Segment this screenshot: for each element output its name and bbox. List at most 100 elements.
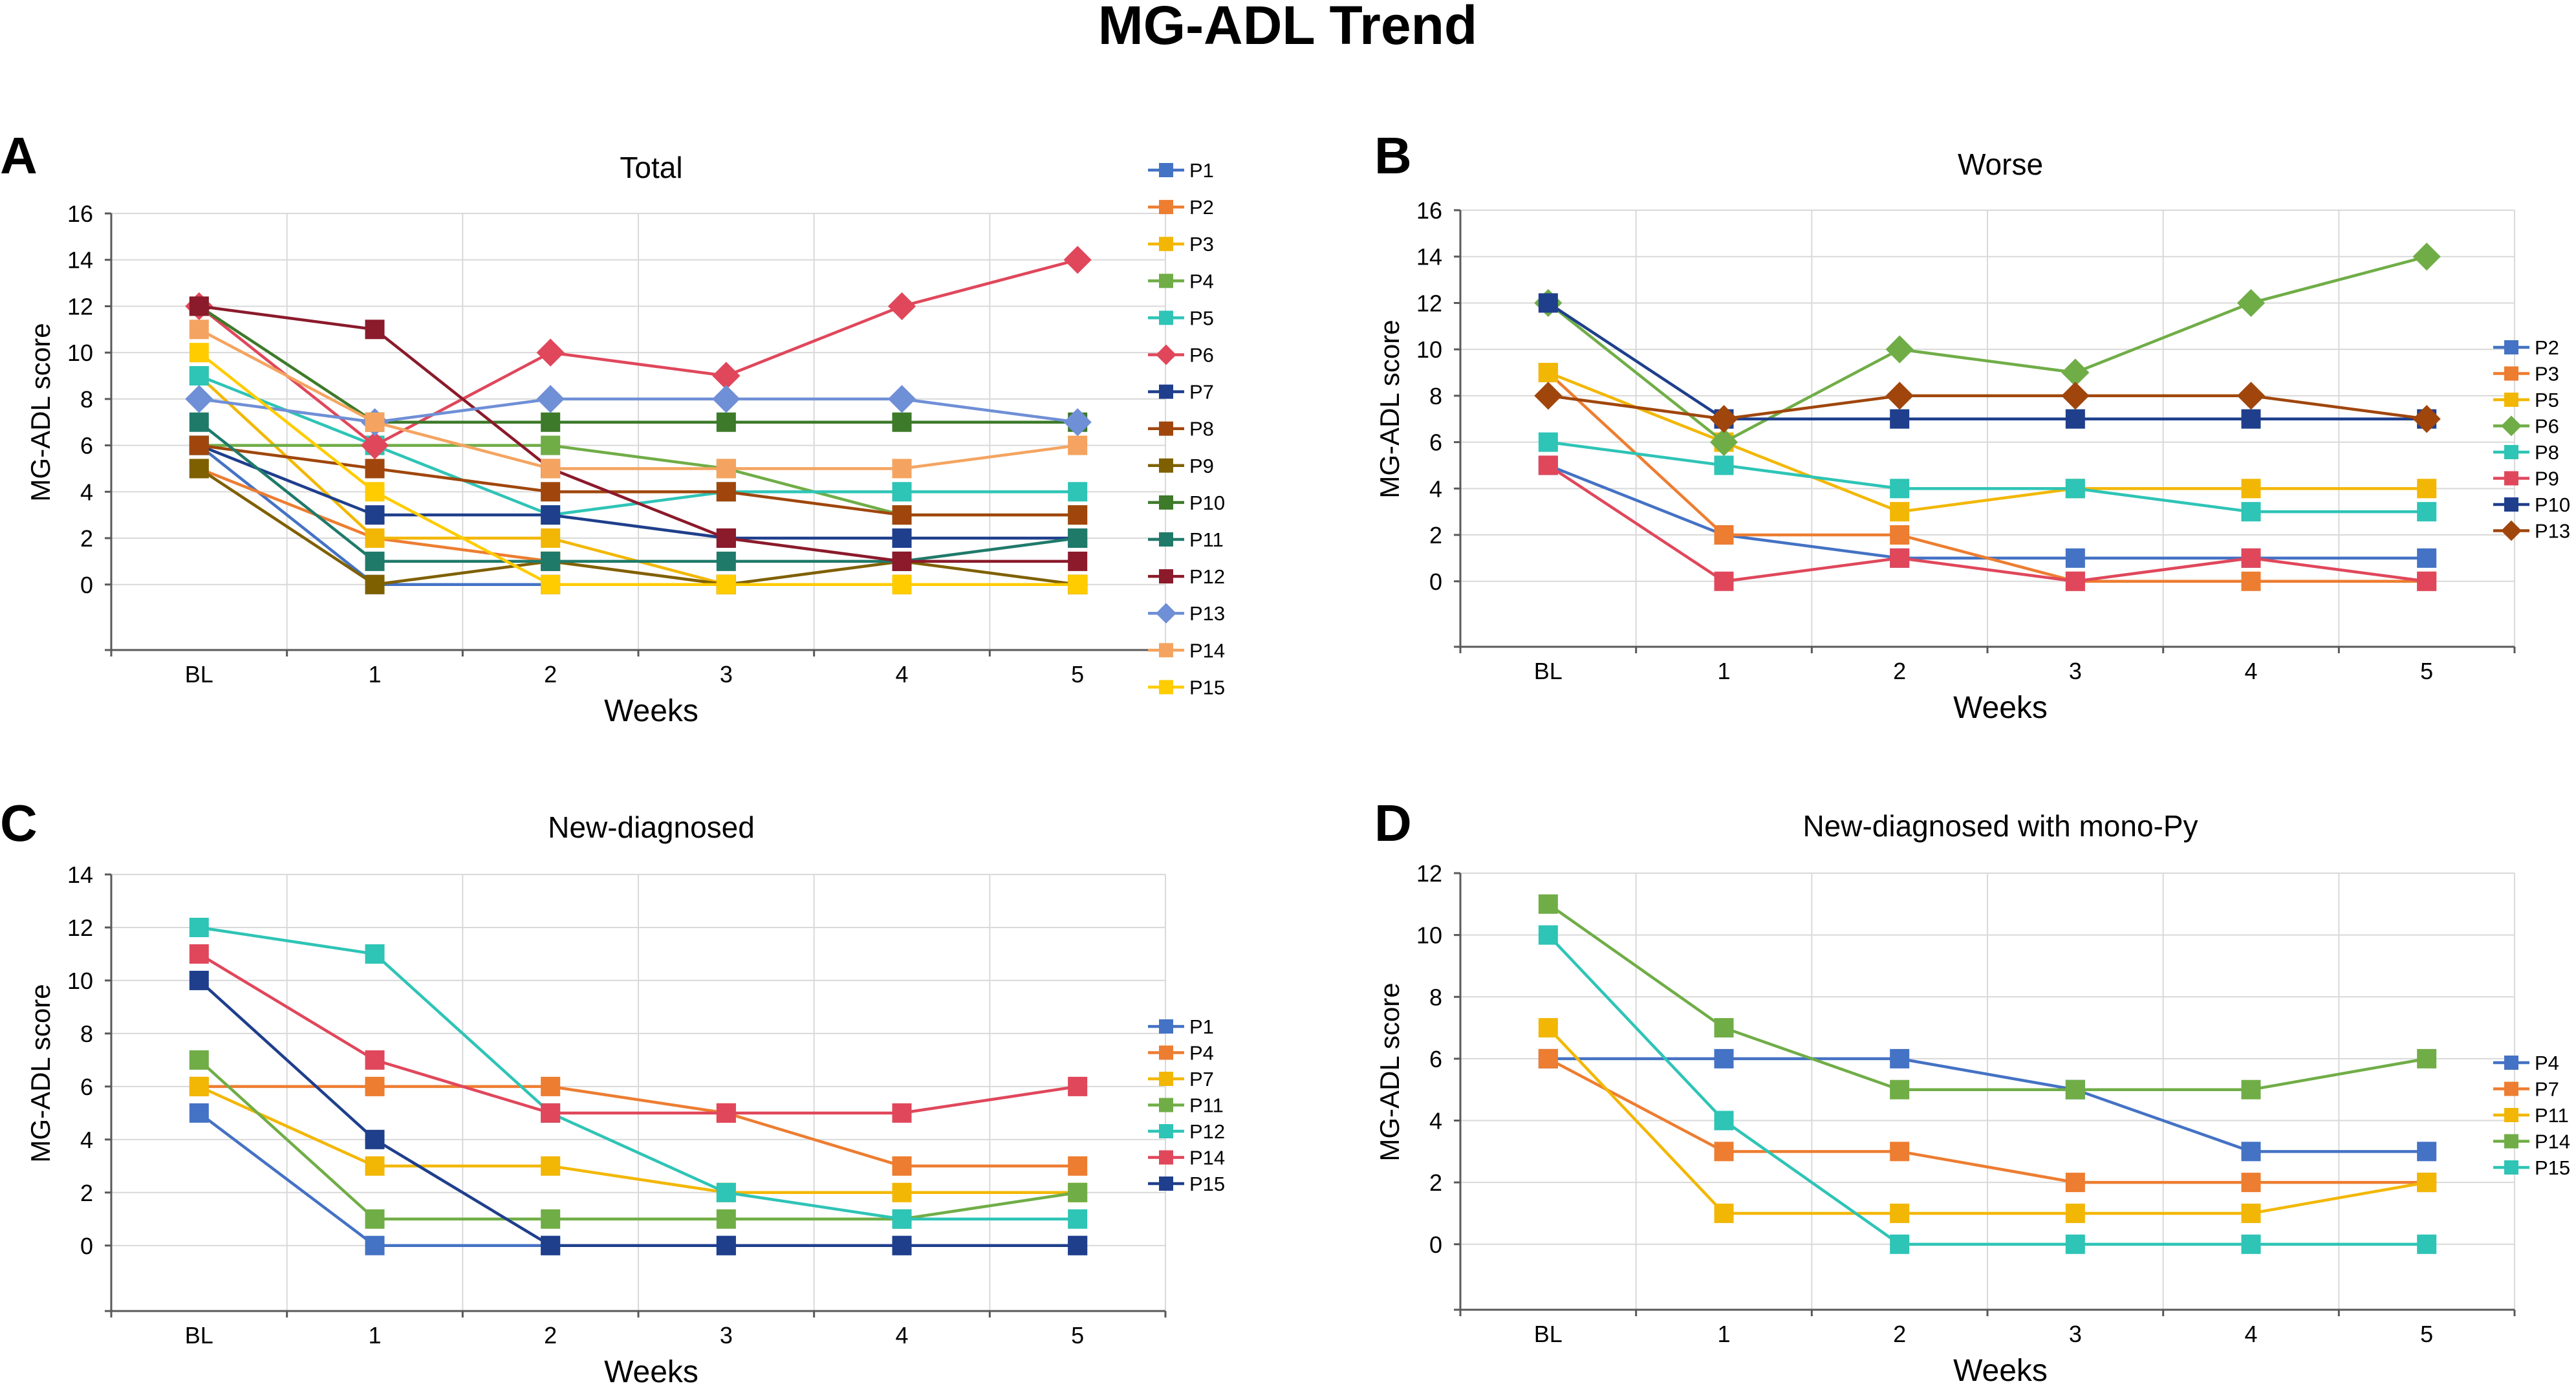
legend-label: P8 — [2535, 441, 2559, 464]
series-line-p6 — [1547, 255, 2427, 444]
series-line-p9 — [1547, 464, 2427, 583]
data-point-p9 — [365, 574, 385, 594]
x-axis-title: Weeks — [604, 694, 698, 728]
data-point-p4 — [1890, 1048, 1910, 1068]
data-point-p12 — [716, 528, 736, 548]
data-point-p11 — [541, 1209, 561, 1229]
data-point-p13 — [1709, 405, 1738, 433]
data-point-p14 — [716, 459, 736, 479]
chart-title: New-diagnosed with mono-Py — [1802, 809, 2198, 843]
x-tick-label: 5 — [1071, 1322, 1084, 1349]
legend-label: P7 — [1189, 1068, 1214, 1090]
y-tick-label: 8 — [1429, 383, 1442, 409]
y-tick-label: 8 — [80, 1021, 93, 1047]
series-line-p4 — [1548, 1057, 2427, 1153]
data-point-p8 — [365, 459, 385, 479]
data-point-p15 — [1890, 1234, 1910, 1254]
legend-label: P10 — [2535, 493, 2570, 516]
x-tick-label: 2 — [1893, 1321, 1906, 1347]
data-point-p15 — [1714, 1111, 1734, 1131]
data-point-p12 — [716, 1182, 736, 1202]
legend-label: P14 — [1189, 1147, 1225, 1169]
series-line-p14 — [198, 953, 1078, 1115]
legend-label: P2 — [1189, 196, 1214, 219]
data-point-p15 — [892, 1235, 912, 1255]
legend-marker — [2504, 366, 2518, 381]
x-tick-label: 2 — [544, 661, 557, 688]
data-point-p2 — [2065, 548, 2085, 568]
x-tick-label: BL — [185, 661, 213, 688]
data-point-p6 — [536, 338, 565, 367]
y-axis-title: MG-ADL score — [25, 323, 56, 501]
data-point-p13 — [1063, 408, 1092, 437]
legend-marker — [2504, 1081, 2518, 1096]
data-point-p15 — [716, 1235, 736, 1255]
legend-label: P11 — [2535, 1104, 2569, 1127]
data-point-p12 — [365, 944, 385, 964]
legend-marker — [1159, 1177, 1173, 1191]
data-point-p14 — [1538, 894, 1558, 914]
data-point-p15 — [716, 574, 736, 594]
data-point-p12 — [189, 296, 209, 316]
data-point-p10 — [1890, 409, 1910, 429]
y-tick-label: 14 — [1416, 244, 1442, 270]
data-point-p10 — [2065, 409, 2085, 429]
data-point-p15 — [189, 970, 209, 990]
data-point-p1 — [365, 1235, 385, 1255]
x-tick-label: 3 — [2069, 658, 2082, 684]
data-point-p9 — [1890, 548, 1910, 568]
data-point-p14 — [2241, 1079, 2261, 1100]
legend-label: P12 — [1189, 1120, 1225, 1143]
y-tick-label: 6 — [80, 433, 93, 459]
x-tick-label: BL — [185, 1322, 213, 1349]
data-point-p14 — [365, 412, 385, 432]
legend-label: P5 — [1189, 307, 1214, 329]
y-tick-label: 2 — [1429, 1169, 1442, 1196]
data-point-p8 — [541, 482, 561, 502]
data-point-p13 — [1534, 382, 1563, 410]
data-point-p12 — [365, 320, 385, 340]
data-point-p13 — [712, 385, 741, 413]
data-point-p3 — [1890, 525, 1910, 545]
data-point-p14 — [892, 1103, 912, 1123]
data-point-p6 — [887, 292, 916, 321]
data-point-p6 — [712, 362, 741, 390]
legend-marker — [2504, 1160, 2518, 1175]
data-point-p8 — [716, 482, 736, 502]
data-point-p9 — [2065, 571, 2085, 591]
data-point-p7 — [541, 505, 561, 525]
series-line-p3 — [1547, 371, 2427, 583]
data-point-p3 — [1714, 525, 1734, 545]
data-point-p10 — [541, 412, 561, 432]
y-tick-label: 6 — [1429, 1046, 1442, 1072]
x-tick-label: 5 — [2420, 658, 2433, 684]
x-tick-label: BL — [1534, 1321, 1563, 1347]
data-point-p12 — [189, 917, 209, 937]
legend-label: P4 — [1189, 1042, 1214, 1065]
y-axis-title: MG-ADL score — [1374, 320, 1405, 498]
data-point-p8 — [892, 505, 912, 525]
legend-marker — [1159, 569, 1173, 584]
y-tick-label: 4 — [1429, 1108, 1442, 1134]
series-line-p15 — [1547, 934, 2427, 1246]
y-tick-label: 12 — [67, 915, 93, 941]
data-point-p13 — [887, 385, 916, 413]
data-point-p11 — [2065, 1203, 2085, 1223]
legend-label: P1 — [1189, 1015, 1214, 1038]
x-tick-label: 2 — [1893, 658, 1906, 684]
x-tick-label: 5 — [2420, 1321, 2433, 1347]
chart-title: Total — [620, 151, 682, 184]
y-tick-label: 12 — [1416, 860, 1442, 887]
y-tick-label: 8 — [1429, 984, 1442, 1010]
data-point-p1 — [189, 1103, 209, 1123]
legend-marker — [1159, 680, 1173, 695]
legend-marker — [2501, 415, 2522, 437]
data-point-p14 — [541, 1103, 561, 1123]
legend-marker — [1159, 310, 1173, 325]
data-point-p15 — [1068, 574, 1088, 594]
data-point-p15 — [1068, 1235, 1088, 1255]
data-point-p4 — [2417, 1142, 2437, 1162]
data-point-p12 — [1068, 1209, 1088, 1229]
figure-title: MG-ADL Trend — [1098, 0, 1477, 56]
